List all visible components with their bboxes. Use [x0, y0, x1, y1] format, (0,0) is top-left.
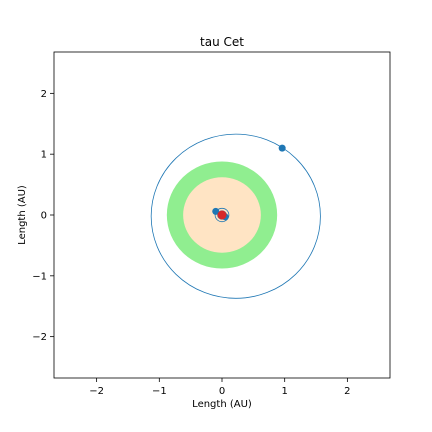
y-tick-label: −1 — [32, 271, 47, 282]
y-tick-label: 0 — [41, 211, 47, 222]
x-tick-label: −2 — [89, 386, 104, 397]
planet-2 — [212, 207, 220, 215]
y-tick-label: 1 — [41, 150, 47, 161]
x-tick-label: 1 — [281, 386, 287, 397]
x-tick-label: 0 — [219, 386, 225, 397]
x-axis-label: Length (AU) — [192, 399, 252, 410]
planet-1 — [278, 144, 286, 152]
y-tick-label: 2 — [41, 89, 47, 100]
x-tick-label: 2 — [344, 386, 350, 397]
y-tick-label: −2 — [32, 332, 47, 343]
y-axis-ticks: −2 −1 0 1 2 — [32, 89, 54, 343]
star-layer — [217, 210, 227, 220]
y-axis-label: Length (AU) — [17, 185, 28, 245]
x-axis-ticks: −2 −1 0 1 2 — [89, 378, 351, 397]
orbit-1 — [150, 133, 321, 299]
x-tick-label: −1 — [152, 386, 167, 397]
star — [217, 210, 227, 220]
chart-title: tau Cet — [200, 35, 244, 49]
orbit-2 — [214, 207, 230, 223]
